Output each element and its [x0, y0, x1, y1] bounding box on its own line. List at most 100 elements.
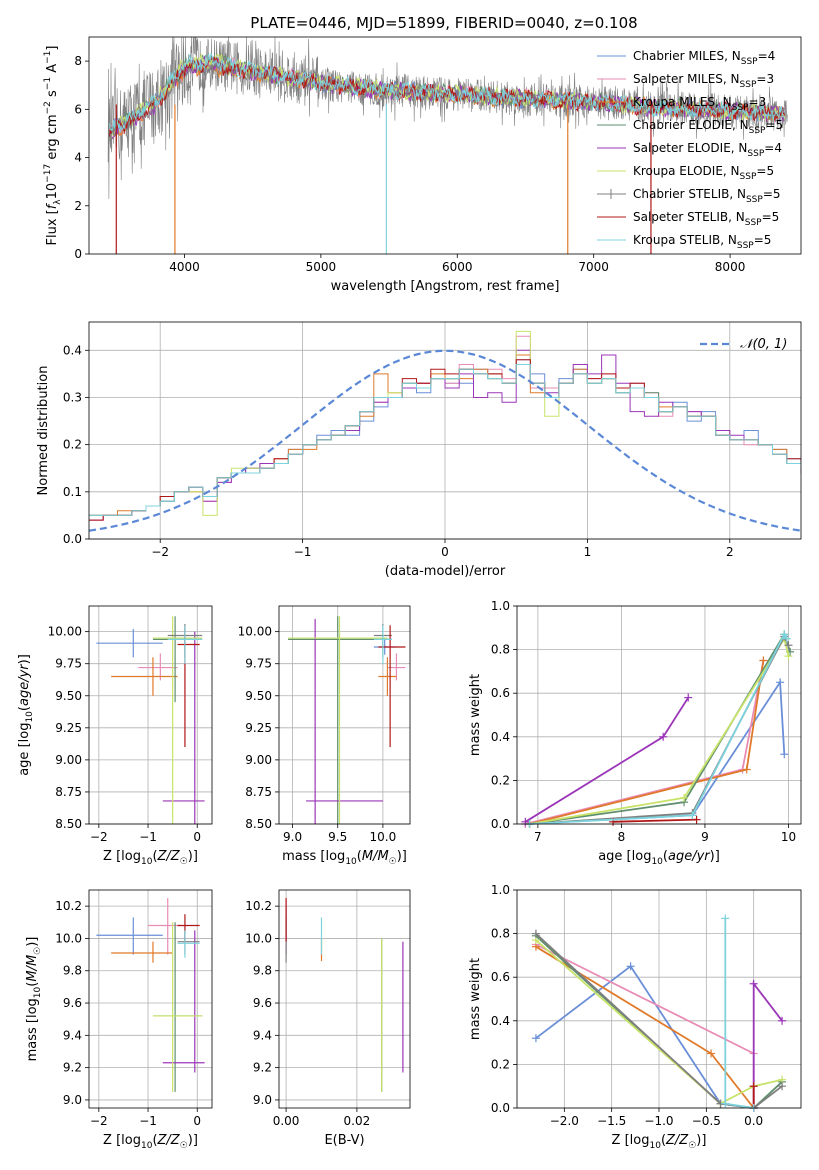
legend-label-value: =4	[764, 141, 782, 155]
weight-line	[529, 636, 790, 825]
x-tick-label: −1	[294, 545, 312, 559]
label-part: 10	[33, 986, 43, 998]
label-part: A	[45, 64, 60, 77]
y-tick-label: 0.2	[63, 438, 82, 452]
label-part: (	[357, 849, 362, 864]
legend-label-text: Kroupa ELODIE, N	[633, 164, 740, 178]
label-part: (	[663, 849, 668, 864]
y-tick-label: 9.00	[245, 753, 272, 767]
y-tick-label: 10.2	[245, 899, 272, 913]
y-tick-label: 6	[74, 102, 82, 116]
y-tick-label: 10.2	[55, 899, 82, 913]
y-tick-label: 0.6	[491, 970, 510, 984]
y-tick-label: 9.4	[63, 1028, 82, 1042]
y-tick-label: 0.4	[491, 1014, 510, 1028]
legend-label-value: =5	[763, 187, 781, 201]
y-tick-label: 9.6	[253, 996, 272, 1010]
label-part: −17	[43, 164, 53, 183]
label-part: 10	[45, 183, 60, 200]
y-tick-label: 8	[74, 54, 82, 68]
x-tick-label: −1.0	[644, 1114, 673, 1128]
y-tick-label: 8.75	[55, 785, 82, 799]
label-part: Z/Z	[157, 1133, 181, 1148]
label-part: age [log	[17, 723, 32, 776]
legend-label-text: Kroupa STELIB, N	[633, 233, 737, 247]
y-tick-label: 8.75	[245, 785, 272, 799]
x-tick-label: 9.5	[328, 830, 347, 844]
y-tick-label: 9.8	[253, 964, 272, 978]
label-part: Z [log	[612, 1133, 650, 1148]
y-tick-label: 0.8	[491, 643, 510, 657]
label-part: −1	[43, 51, 53, 64]
legend-label-text: Chabrier ELODIE, N	[633, 118, 749, 132]
x-tick-label: 2	[726, 545, 734, 559]
weight-line	[724, 918, 754, 1109]
x-tick-label: −1.5	[597, 1114, 626, 1128]
label-part: −1	[43, 77, 53, 90]
legend-label-value: =5	[756, 164, 774, 178]
x-axis-label: age [log10(age/yr)]	[598, 849, 720, 867]
label-part: ☉	[389, 857, 397, 867]
y-axis-label: mass [log10(M/M☉)]	[25, 937, 43, 1062]
y-tick-label: 9.8	[63, 964, 82, 978]
label-part: 10	[141, 1141, 153, 1151]
y-tick-label: 9.4	[253, 1028, 272, 1042]
label-part: )]	[188, 849, 198, 864]
x-tick-label: 7000	[578, 260, 609, 274]
legend-label: Kroupa ELODIE, NSSP=5	[633, 164, 774, 182]
y-tick-label: 9.25	[245, 721, 272, 735]
y-tick-label: 0.1	[63, 485, 82, 499]
axes-frame	[88, 605, 213, 825]
label-part: 10	[345, 857, 357, 867]
x-tick-label: 0	[193, 830, 201, 844]
y-tick-label: 9.50	[245, 689, 272, 703]
legend-label: Chabrier MILES, NSSP=4	[633, 49, 775, 67]
legend-label-value: =3	[749, 95, 767, 109]
y-tick-label: 8.50	[245, 817, 272, 831]
label-part: ☉	[180, 1141, 188, 1151]
x-tick-label: 8000	[715, 260, 746, 274]
label-part: 10	[651, 857, 663, 867]
label-part: (	[17, 706, 32, 711]
mass-vs-ebv-panel: 0.00 0.02 9.0 9.2 9.4 9.6 9.8 10.0 10.2 E(B-V)	[245, 889, 411, 1148]
y-tick-label: 0.0	[491, 1101, 510, 1115]
y-tick-label: 0.2	[491, 1057, 510, 1071]
y-tick-label: 10.00	[48, 625, 82, 639]
x-tick-label: 1	[584, 545, 592, 559]
legend-label-sub: SSP	[740, 80, 757, 90]
label-part: age [log	[598, 849, 651, 864]
label-part: wavelength [Angstrom, rest frame]	[331, 279, 560, 294]
legend-label-text: Kroupa MILES, N	[633, 95, 732, 109]
label-part: )]	[710, 849, 720, 864]
x-axis-label: Z [log10(Z/Z☉)]	[612, 1133, 707, 1151]
histogram-step-line	[89, 359, 801, 516]
legend-label-sub: SSP	[732, 103, 749, 113]
y-tick-label: 10.0	[55, 931, 82, 945]
y-tick-label: 8.50	[55, 817, 82, 831]
label-part: )]	[397, 849, 407, 864]
x-tick-label: 0	[193, 1114, 201, 1128]
y-tick-label: 0.0	[491, 817, 510, 831]
y-tick-label: 0	[74, 247, 82, 261]
y-tick-label: 1.0	[491, 883, 510, 897]
y-axis-label: mass weight	[468, 674, 483, 756]
label-part: Normed distribution	[36, 366, 51, 496]
y-tick-label: 0.4	[63, 343, 82, 357]
label-part: (data-model)/error	[385, 564, 506, 579]
legend-label-text: Chabrier STELIB, N	[633, 187, 746, 201]
legend-label-value: =4	[758, 49, 776, 63]
axes-frame	[88, 36, 802, 255]
histogram-step-line	[89, 359, 801, 521]
x-axis-label: mass [log10(M/M☉)]	[282, 849, 407, 867]
label-part: Z [log	[103, 1133, 141, 1148]
legend-label-sub: SSP	[749, 126, 766, 136]
y-tick-label: 9.2	[63, 1061, 82, 1075]
gaussian-curve	[89, 349, 801, 532]
y-axis-label: age [log10(age/yr)]	[17, 654, 35, 776]
y-tick-label: 10.00	[238, 625, 272, 639]
x-tick-label: −2.0	[550, 1114, 579, 1128]
legend-label: 𝒩(0, 1)	[740, 337, 787, 352]
label-part: erg cm	[45, 114, 60, 163]
x-tick-label: −1	[139, 830, 157, 844]
